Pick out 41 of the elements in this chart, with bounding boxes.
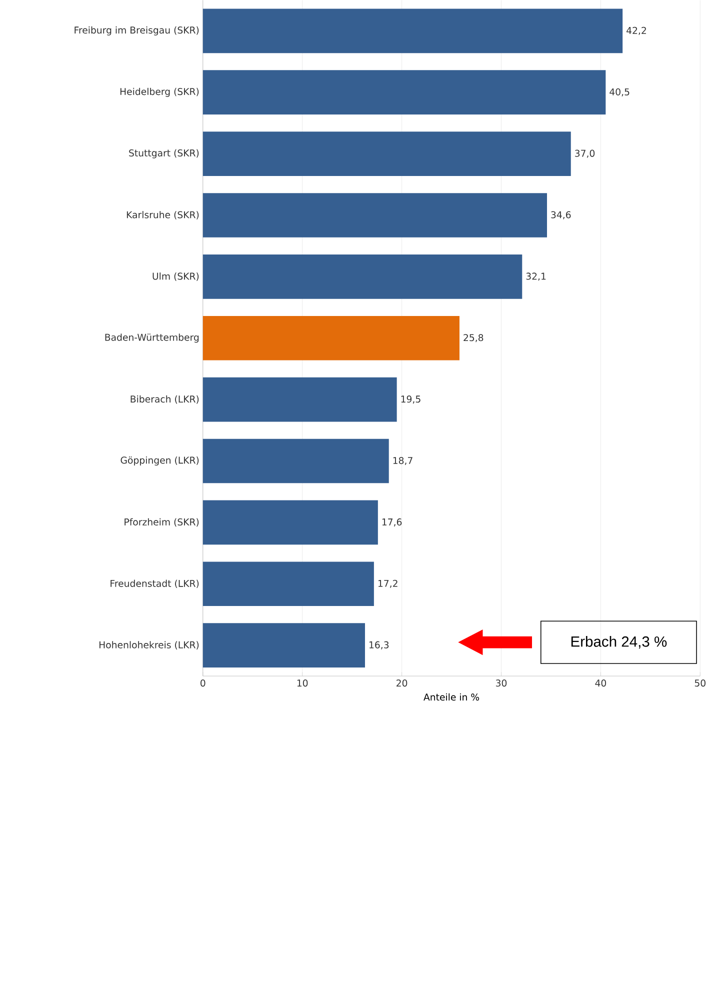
bar bbox=[202, 254, 522, 299]
bar bbox=[202, 193, 547, 238]
x-tick-label: 20 bbox=[396, 680, 407, 687]
data-label: 42,2 bbox=[626, 26, 646, 35]
annotation: Erbach 24,3 % bbox=[571, 636, 666, 649]
x-axis-title: Anteile in % bbox=[423, 693, 479, 701]
y-tick-label: Ulm (SKR) bbox=[152, 272, 198, 281]
x-tick-label: 0 bbox=[200, 680, 206, 687]
y-tick-label: Hohenlohekreis (LKR) bbox=[99, 641, 198, 650]
x-tick-label: 10 bbox=[297, 680, 308, 687]
bar bbox=[202, 623, 365, 668]
data-label: 25,8 bbox=[463, 334, 483, 342]
x-tick-label: 30 bbox=[496, 680, 506, 687]
bar bbox=[202, 377, 397, 422]
data-label: 18,7 bbox=[393, 456, 412, 466]
bar bbox=[202, 132, 571, 176]
data-label: 19,5 bbox=[401, 396, 420, 404]
data-label: 32,1 bbox=[526, 272, 546, 281]
bar bbox=[202, 438, 389, 484]
y-tick-label: Pforzheim (SKR) bbox=[124, 518, 198, 527]
x-tick-label: 50 bbox=[694, 680, 706, 687]
y-tick-label: Stuttgart (SKR) bbox=[128, 149, 198, 158]
y-tick-label: Freudenstadt (LKR) bbox=[110, 580, 198, 588]
x-tick-label: 40 bbox=[595, 680, 606, 687]
bar bbox=[202, 8, 622, 54]
data-label: 17,6 bbox=[382, 518, 402, 526]
bar bbox=[202, 500, 378, 545]
y-tick-label: Göppingen (LKR) bbox=[120, 456, 198, 466]
data-label: 37,0 bbox=[574, 150, 594, 158]
y-tick-label: Biberach (LKR) bbox=[130, 395, 198, 404]
y-tick-label: Baden-Württemberg bbox=[105, 334, 198, 343]
data-label: 34,6 bbox=[551, 211, 571, 220]
bar bbox=[202, 562, 374, 606]
y-tick-label: Freiburg im Breisgau (SKR) bbox=[74, 26, 198, 36]
bar bbox=[202, 70, 606, 115]
y-tick-label: Karlsruhe (SKR) bbox=[126, 211, 198, 220]
data-label: 17,2 bbox=[378, 580, 398, 588]
data-label: 16,3 bbox=[369, 641, 388, 650]
data-label: 40,5 bbox=[609, 88, 629, 96]
bar bbox=[202, 316, 460, 360]
y-tick-label: Heidelberg (SKR) bbox=[120, 88, 198, 97]
